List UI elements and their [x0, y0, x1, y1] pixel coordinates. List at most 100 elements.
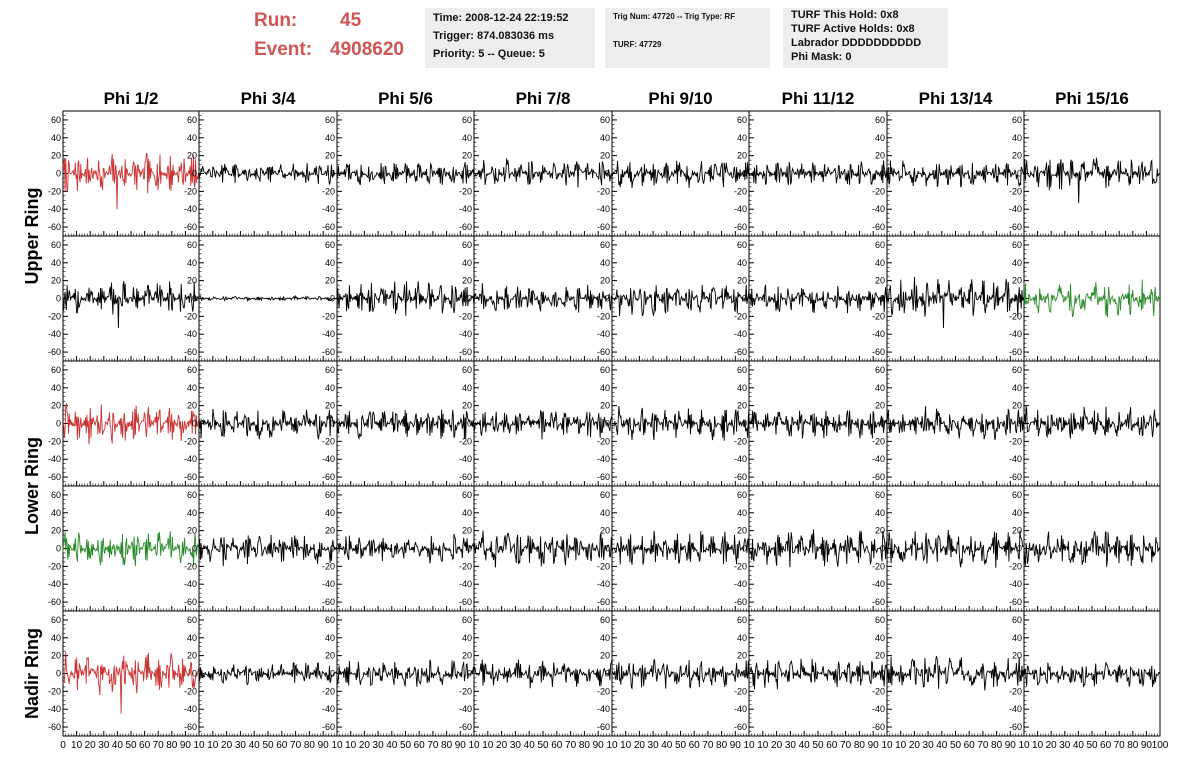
- y-tick-label: 0: [605, 669, 610, 679]
- y-tick-label: 0: [330, 294, 335, 304]
- y-tick-label: 0: [605, 294, 610, 304]
- waveform-trace: [473, 530, 613, 568]
- y-tick-label: -20: [184, 311, 197, 321]
- run-value: 45: [340, 10, 362, 31]
- y-tick-label: -20: [459, 311, 472, 321]
- y-tick-label: -40: [597, 579, 610, 589]
- y-tick-label: -60: [597, 222, 610, 232]
- y-tick-label: 20: [600, 276, 610, 286]
- x-tick-label: 90: [1141, 740, 1153, 751]
- y-tick-label: -20: [322, 311, 335, 321]
- y-tick-label: 20: [600, 401, 610, 411]
- y-tick-label: 20: [462, 526, 472, 536]
- x-tick-label: 80: [854, 740, 866, 751]
- y-tick-label: -60: [734, 597, 747, 607]
- panel-r3-c6: -60 -40 -20 0 20 40 60: [734, 360, 888, 487]
- y-tick-label: 60: [737, 240, 747, 250]
- y-tick-label: -20: [872, 311, 885, 321]
- y-tick-label: 60: [600, 365, 610, 375]
- y-tick-label: 20: [600, 651, 610, 661]
- x-tick-label: 20: [1046, 740, 1058, 751]
- trig-num-line: Trig Num: 47720 -- Trig Type: RF: [613, 12, 736, 21]
- y-tick-label: -60: [48, 597, 61, 607]
- y-tick-label: -40: [459, 329, 472, 339]
- y-tick-label: -20: [184, 436, 197, 446]
- waveform-trace: [611, 530, 750, 565]
- column-title-2: Phi 3/4: [241, 89, 296, 108]
- y-tick-label: -20: [48, 686, 61, 696]
- y-tick-label: -40: [734, 579, 747, 589]
- y-tick-label: 60: [737, 365, 747, 375]
- x-tick-label: 60: [414, 740, 426, 751]
- waveform-trace: [336, 659, 475, 687]
- y-tick-label: -20: [1009, 436, 1022, 446]
- y-tick-label: 20: [875, 526, 885, 536]
- x-tick-label: 90: [593, 740, 605, 751]
- y-tick-label: 20: [51, 276, 61, 286]
- waveform-trace: [748, 284, 888, 314]
- waveform-trace: [336, 533, 475, 564]
- priority-line: Priority: 5 -- Queue: 5: [433, 48, 545, 60]
- y-tick-label: 0: [1017, 169, 1022, 179]
- waveform-trace: [748, 658, 888, 690]
- y-tick-label: -40: [184, 204, 197, 214]
- panel-r4-c5: -60 -40 -20 0 20 40 60: [597, 485, 750, 612]
- y-tick-label: 20: [187, 276, 197, 286]
- y-tick-label: 40: [187, 633, 197, 643]
- y-tick-label: 0: [880, 669, 885, 679]
- y-tick-label: 40: [875, 133, 885, 143]
- y-tick-label: -60: [872, 222, 885, 232]
- y-tick-label: 20: [1012, 651, 1022, 661]
- x-tick-label: 90: [180, 740, 192, 751]
- panel-frame: [611, 235, 750, 362]
- y-tick-label: 20: [462, 151, 472, 161]
- column-title-5: Phi 9/10: [648, 89, 712, 108]
- y-tick-label: 40: [462, 258, 472, 268]
- waveform-trace: [1023, 406, 1161, 439]
- y-tick-label: 40: [462, 133, 472, 143]
- y-tick-label: 40: [1012, 633, 1022, 643]
- y-tick-label: 20: [51, 526, 61, 536]
- y-tick-label: 40: [875, 508, 885, 518]
- x-tick-label: 50: [400, 740, 412, 751]
- y-tick-label: 0: [56, 669, 61, 679]
- y-tick-label: -40: [322, 204, 335, 214]
- x-tick-label: 30: [1059, 740, 1071, 751]
- y-tick-label: -60: [48, 222, 61, 232]
- y-tick-label: 40: [325, 508, 335, 518]
- waveform-trace: [748, 160, 888, 185]
- trig-num-info-box: Trig Num: 47720 -- Trig Type: RF TURF: 4…: [605, 8, 770, 68]
- y-tick-label: 40: [51, 258, 61, 268]
- y-tick-label: -60: [322, 722, 335, 732]
- panel-r1-c7: -60 -40 -20 0 20 40 60: [872, 110, 1025, 237]
- y-tick-label: 40: [737, 508, 747, 518]
- x-tick-label: 40: [386, 740, 398, 751]
- x-tick-label: 10: [345, 740, 357, 751]
- y-tick-label: 60: [1012, 240, 1022, 250]
- x-tick-label: 90: [730, 740, 742, 751]
- y-tick-label: -20: [184, 186, 197, 196]
- x-tick-label: 40: [1073, 740, 1085, 751]
- y-tick-label: 20: [600, 526, 610, 536]
- panel-r3-c3: -60 -40 -20 0 20 40 60: [322, 360, 475, 487]
- waveform-trace: [611, 160, 750, 189]
- column-title-4: Phi 7/8: [516, 89, 571, 108]
- x-tick-label: 40: [249, 740, 261, 751]
- y-tick-label: 60: [462, 615, 472, 625]
- y-tick-label: -40: [48, 454, 61, 464]
- waveform-trace: [1023, 279, 1161, 318]
- y-tick-label: -20: [1009, 311, 1022, 321]
- x-tick-label: 20: [221, 740, 233, 751]
- x-tick-label: 40: [799, 740, 811, 751]
- y-tick-label: -60: [322, 597, 335, 607]
- y-tick-label: -20: [597, 561, 610, 571]
- y-tick-label: -60: [597, 472, 610, 482]
- x-tick-label: 10: [1018, 740, 1030, 751]
- y-tick-label: -40: [1009, 329, 1022, 339]
- x-tick-label: 30: [648, 740, 660, 751]
- y-tick-label: -40: [734, 329, 747, 339]
- y-tick-label: 40: [600, 133, 610, 143]
- y-tick-label: 60: [187, 240, 197, 250]
- waveform-trace: [62, 281, 200, 329]
- y-tick-label: 60: [51, 115, 61, 125]
